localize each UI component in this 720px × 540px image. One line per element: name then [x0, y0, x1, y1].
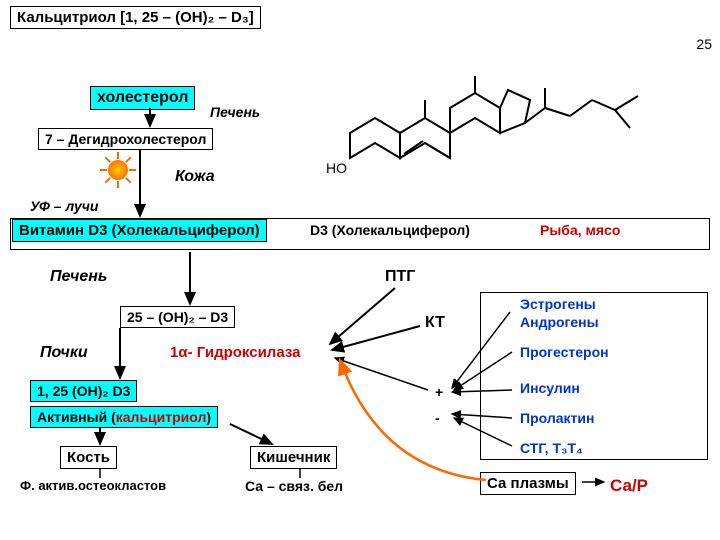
arrows	[0, 0, 720, 540]
